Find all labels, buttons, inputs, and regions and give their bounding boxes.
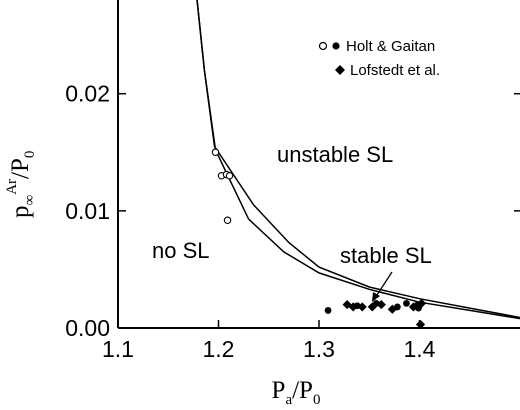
- x-tick-label: 1.2: [203, 336, 235, 362]
- boundary-curve-2: [196, 0, 520, 320]
- x-axis-label-sub2: 0: [313, 392, 321, 408]
- filled-circle-point: [324, 307, 332, 314]
- y-tick-label: 0.00: [65, 315, 110, 341]
- region-label-no-sl: no SL: [152, 238, 210, 263]
- filled-diamond-point: [367, 302, 377, 312]
- filled-diamond-point: [416, 298, 427, 308]
- y-axis-label-sub2: 0: [22, 151, 38, 159]
- filled-diamond-point: [376, 299, 386, 310]
- x-tick-label: 1.3: [303, 336, 335, 362]
- x-axis-label-sub1: a: [285, 392, 292, 408]
- legend-filled-circle-marker: [332, 42, 340, 50]
- x-tick-label: 1.4: [404, 336, 436, 362]
- legend-label-holt-gaitan: Holt & Gaitan: [346, 38, 435, 55]
- filled-diamond-point: [357, 302, 367, 312]
- filled-circle-point: [403, 300, 410, 307]
- legend-open-circle-marker: [318, 41, 328, 51]
- stable-sl-arrow: [372, 271, 393, 302]
- x-axis-label: Pa/P0: [272, 377, 321, 408]
- filled-diamond-point: [348, 302, 358, 312]
- filled-diamond-point: [415, 319, 426, 330]
- y-axis-label-sub1: ∞: [22, 195, 38, 206]
- axis-ticks: 1.1 1.2 1.3 1.4 0.00 0.01 0.02: [65, 81, 520, 362]
- legend-label-lofstedt: Lofstedt et al.: [350, 62, 440, 79]
- open-circle-point: [223, 216, 232, 224]
- data-markers: [211, 148, 427, 330]
- region-label-unstable-sl: unstable SL: [277, 142, 393, 167]
- y-axis-label-sup: Ar: [4, 179, 20, 195]
- y-tick-label: 0.02: [65, 81, 110, 107]
- legend-filled-diamond-marker: [335, 65, 345, 75]
- boundary-curves: [196, 0, 520, 320]
- x-axis-label-slash: /P: [292, 377, 313, 404]
- legend: Holt & Gaitan Lofstedt et al.: [318, 38, 440, 79]
- region-label-stable-sl: stable SL: [340, 243, 432, 268]
- open-circle-point: [225, 171, 234, 180]
- filled-diamond-point: [387, 304, 397, 314]
- y-axis-label-main: p: [7, 206, 34, 219]
- y-tick-label: 0.01: [65, 198, 110, 224]
- y-axis-label: p∞Ar/P0: [4, 151, 38, 218]
- open-circle-point: [211, 148, 220, 157]
- y-axis-label-slash: /P: [7, 158, 34, 179]
- x-tick-label: 1.1: [102, 336, 134, 362]
- x-axis-label-main: P: [272, 377, 286, 404]
